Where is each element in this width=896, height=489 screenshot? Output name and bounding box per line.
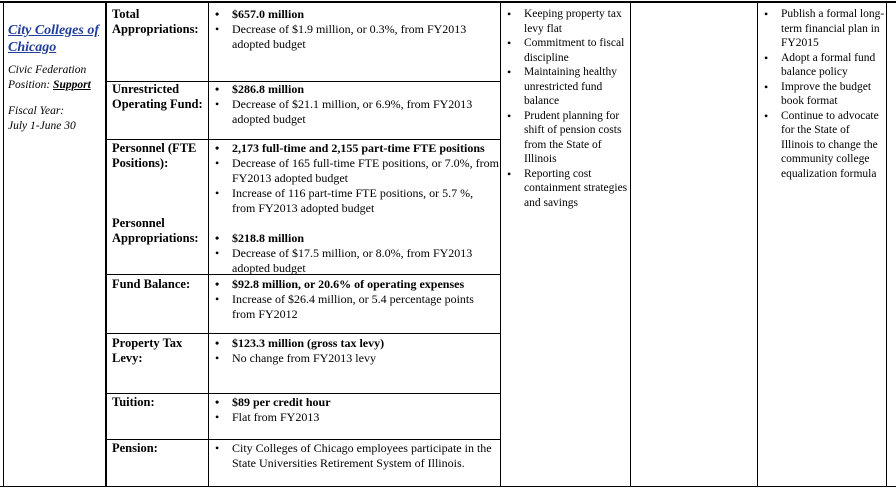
detail-tuition: $89 per credit hour Flat from FY2013 [209,395,499,425]
supports-list: Keeping property tax levy flat Commitmen… [501,7,629,210]
row-divider [106,333,500,334]
list-item: Publish a formal long-term financial pla… [758,7,885,51]
col-divider-label [105,1,107,487]
list-item: Decrease of $1.9 million, or 0.3%, from … [209,22,499,52]
recommendations-list: Publish a formal long-term financial pla… [758,7,885,181]
label-fund-balance: Fund Balance: [112,277,191,291]
detail-pension: City Colleges of Chicago employees parti… [209,441,499,471]
col-divider-supports [500,1,501,487]
fiscal-year-label: Fiscal Year: [8,105,65,117]
list-item: Increase of 116 part-time FTE positions,… [209,186,499,216]
list-item: $218.8 million [209,231,499,246]
label-tuition: Tuition: [112,395,155,409]
row-divider [106,439,500,440]
detail-unrestricted-operating-fund: $286.8 million Decrease of $21.1 million… [209,82,499,127]
list-item: Keeping property tax levy flat [501,7,629,36]
detail-personnel-appropriations: $218.8 million Decrease of $17.5 million… [209,231,499,276]
label-personnel-fte: Personnel (FTE Positions): [112,141,197,170]
col-divider-recs [757,1,758,487]
list-item: $286.8 million [209,82,499,97]
table-bottom-border [0,486,896,487]
list-item: Decrease of $17.5 million, or 8.0%, from… [209,246,499,276]
list-item: Flat from FY2013 [209,410,499,425]
list-item: 2,173 full-time and 2,155 part-time FTE … [209,141,499,156]
list-item: City Colleges of Chicago employees parti… [209,441,499,471]
list-item: Reporting cost containment strategies an… [501,167,629,211]
label-unrestricted-operating-fund: Unrestricted Operating Fund: [112,82,203,111]
list-item: Continue to advocate for the State of Il… [758,109,885,182]
table-right-border [886,1,887,487]
list-item: Commitment to fiscal discipline [501,36,629,65]
org-cell: City Colleges of Chicago Civic Federatio… [8,22,104,134]
detail-fund-balance: $92.8 million, or 20.6% of operating exp… [209,277,499,322]
list-item: Adopt a formal fund balance policy [758,51,885,80]
position-label: Civic Federation Position: [8,64,87,91]
position-text: Civic Federation Position: Support [8,63,104,93]
fiscal-year-value: July 1-June 30 [8,120,76,132]
list-item: Decrease of 165 full-time FTE positions,… [209,156,499,186]
row-divider [106,139,500,140]
table-top-border [0,1,896,3]
col-divider-org [3,1,4,487]
list-item: $123.3 million (gross tax levy) [209,336,499,351]
list-item: Improve the budget book format [758,80,885,109]
detail-property-tax-levy: $123.3 million (gross tax levy) No chang… [209,336,499,366]
list-item: $89 per credit hour [209,395,499,410]
col-divider-concerns [630,1,631,487]
list-item: $657.0 million [209,7,499,22]
label-total-appropriations: Total Appropriations: [112,7,199,36]
list-item: Maintaining healthy unrestricted fund ba… [501,65,629,109]
label-pension: Pension: [112,441,158,455]
list-item: $92.8 million, or 20.6% of operating exp… [209,277,499,292]
list-item: Prudent planning for shift of pension co… [501,109,629,167]
detail-total-appropriations: $657.0 million Decrease of $1.9 million,… [209,7,499,52]
row-divider [106,393,500,394]
org-name[interactable]: City Colleges of Chicago [8,23,99,55]
list-item: Decrease of $21.1 million, or 6.9%, from… [209,97,499,127]
label-property-tax-levy: Property Tax Levy: [112,336,183,365]
list-item: No change from FY2013 levy [209,351,499,366]
label-personnel-appropriations: Personnel Appropriations: [112,216,199,245]
detail-personnel-fte: 2,173 full-time and 2,155 part-time FTE … [209,141,499,216]
list-item: Increase of $26.4 million, or 5.4 percen… [209,292,499,322]
position-value: Support [53,79,91,91]
